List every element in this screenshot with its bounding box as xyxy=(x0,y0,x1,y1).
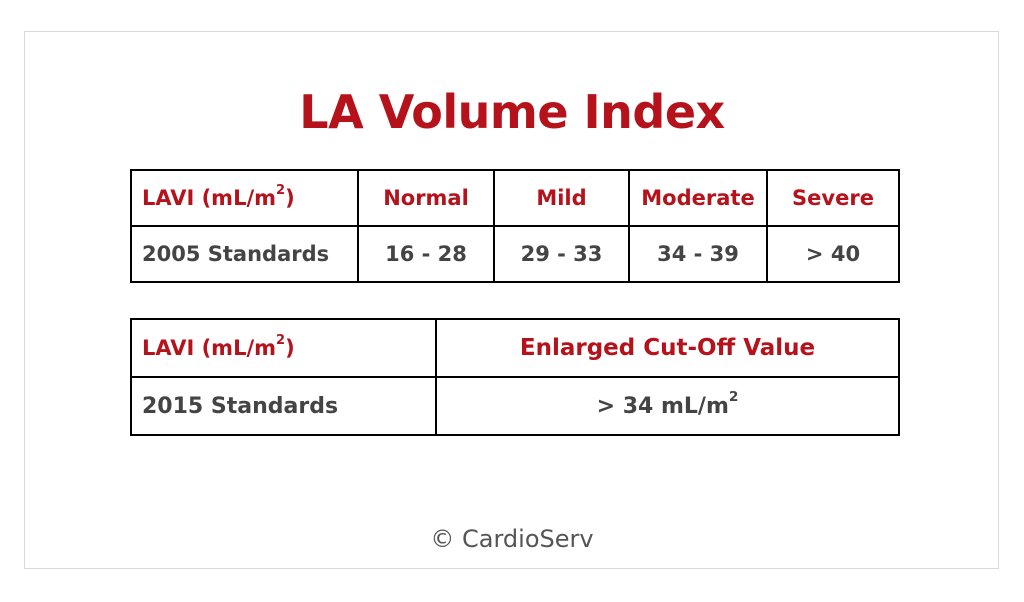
copyright-footer: © CardioServ xyxy=(430,525,594,553)
lavi-header-close: ) xyxy=(285,336,295,360)
value-mild: 29 - 33 xyxy=(493,225,630,283)
table-header-row: LAVI (mL/m2) Enlarged Cut-Off Value xyxy=(130,318,900,378)
table-header-row: LAVI (mL/m2) Normal Mild Moderate Severe xyxy=(130,169,900,227)
lavi-2005-table: LAVI (mL/m2) Normal Mild Moderate Severe… xyxy=(130,169,900,283)
unit-superscript: 2 xyxy=(728,389,739,406)
lavi-header-label: LAVI (mL/m xyxy=(142,336,276,360)
row-label-2015: 2015 Standards xyxy=(130,376,437,436)
value-cutoff: > 34 mL/m2 xyxy=(435,376,900,436)
table-row: 2005 Standards 16 - 28 29 - 33 34 - 39 >… xyxy=(130,225,900,283)
lavi-header-label: LAVI (mL/m xyxy=(142,186,276,210)
page-title: LA Volume Index xyxy=(299,85,725,139)
content-card xyxy=(24,31,999,569)
lavi-header-cell: LAVI (mL/m2) xyxy=(130,318,437,378)
value-normal: 16 - 28 xyxy=(357,225,495,283)
column-header-mild: Mild xyxy=(493,169,630,227)
lavi-2015-table: LAVI (mL/m2) Enlarged Cut-Off Value 2015… xyxy=(130,318,900,436)
row-label-2005: 2005 Standards xyxy=(130,225,359,283)
value-severe: > 40 xyxy=(766,225,900,283)
column-header-enlarged-cutoff: Enlarged Cut-Off Value xyxy=(435,318,900,378)
value-moderate: 34 - 39 xyxy=(628,225,768,283)
column-header-normal: Normal xyxy=(357,169,495,227)
lavi-header-cell: LAVI (mL/m2) xyxy=(130,169,359,227)
cutoff-value: > 34 mL/m xyxy=(596,393,729,419)
column-header-moderate: Moderate xyxy=(628,169,768,227)
unit-superscript: 2 xyxy=(276,333,286,349)
unit-superscript: 2 xyxy=(276,183,286,199)
table-row: 2015 Standards > 34 mL/m2 xyxy=(130,376,900,436)
column-header-severe: Severe xyxy=(766,169,900,227)
lavi-header-close: ) xyxy=(285,186,295,210)
